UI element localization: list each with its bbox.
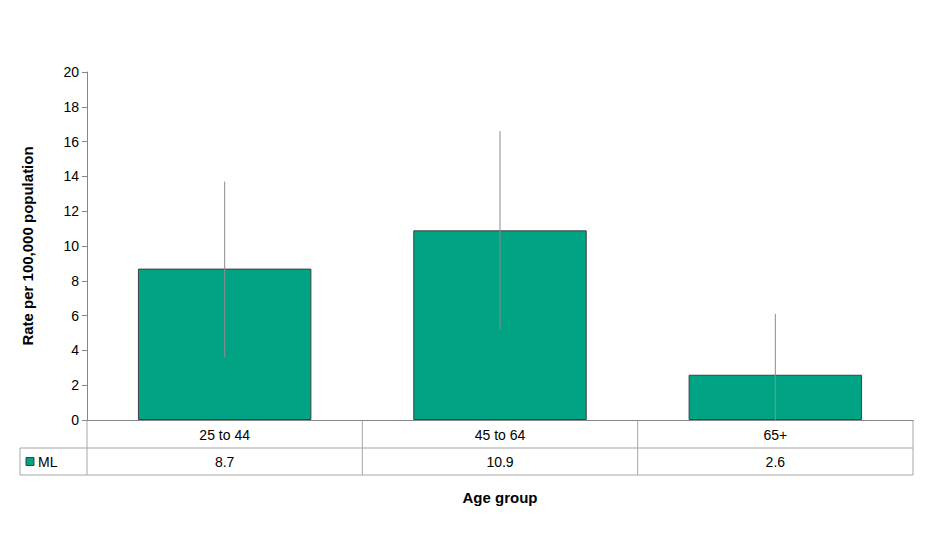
svg-text:8.7: 8.7 <box>215 454 235 470</box>
svg-text:18: 18 <box>63 99 79 115</box>
svg-text:25 to 44: 25 to 44 <box>199 427 250 443</box>
svg-text:6: 6 <box>71 308 79 324</box>
svg-text:45 to 64: 45 to 64 <box>475 427 526 443</box>
svg-text:Age group: Age group <box>463 489 538 506</box>
svg-text:8: 8 <box>71 273 79 289</box>
svg-text:2.6: 2.6 <box>766 454 786 470</box>
svg-text:Rate per 100,000 population: Rate per 100,000 population <box>19 146 36 345</box>
svg-text:10.9: 10.9 <box>486 454 513 470</box>
svg-text:2: 2 <box>71 377 79 393</box>
svg-text:0: 0 <box>71 412 79 428</box>
svg-text:16: 16 <box>63 134 79 150</box>
svg-text:20: 20 <box>63 64 79 80</box>
svg-text:14: 14 <box>63 168 79 184</box>
svg-text:12: 12 <box>63 203 79 219</box>
svg-text:4: 4 <box>71 342 79 358</box>
svg-text:ML: ML <box>38 454 58 470</box>
svg-text:10: 10 <box>63 238 79 254</box>
svg-text:65+: 65+ <box>763 427 787 443</box>
